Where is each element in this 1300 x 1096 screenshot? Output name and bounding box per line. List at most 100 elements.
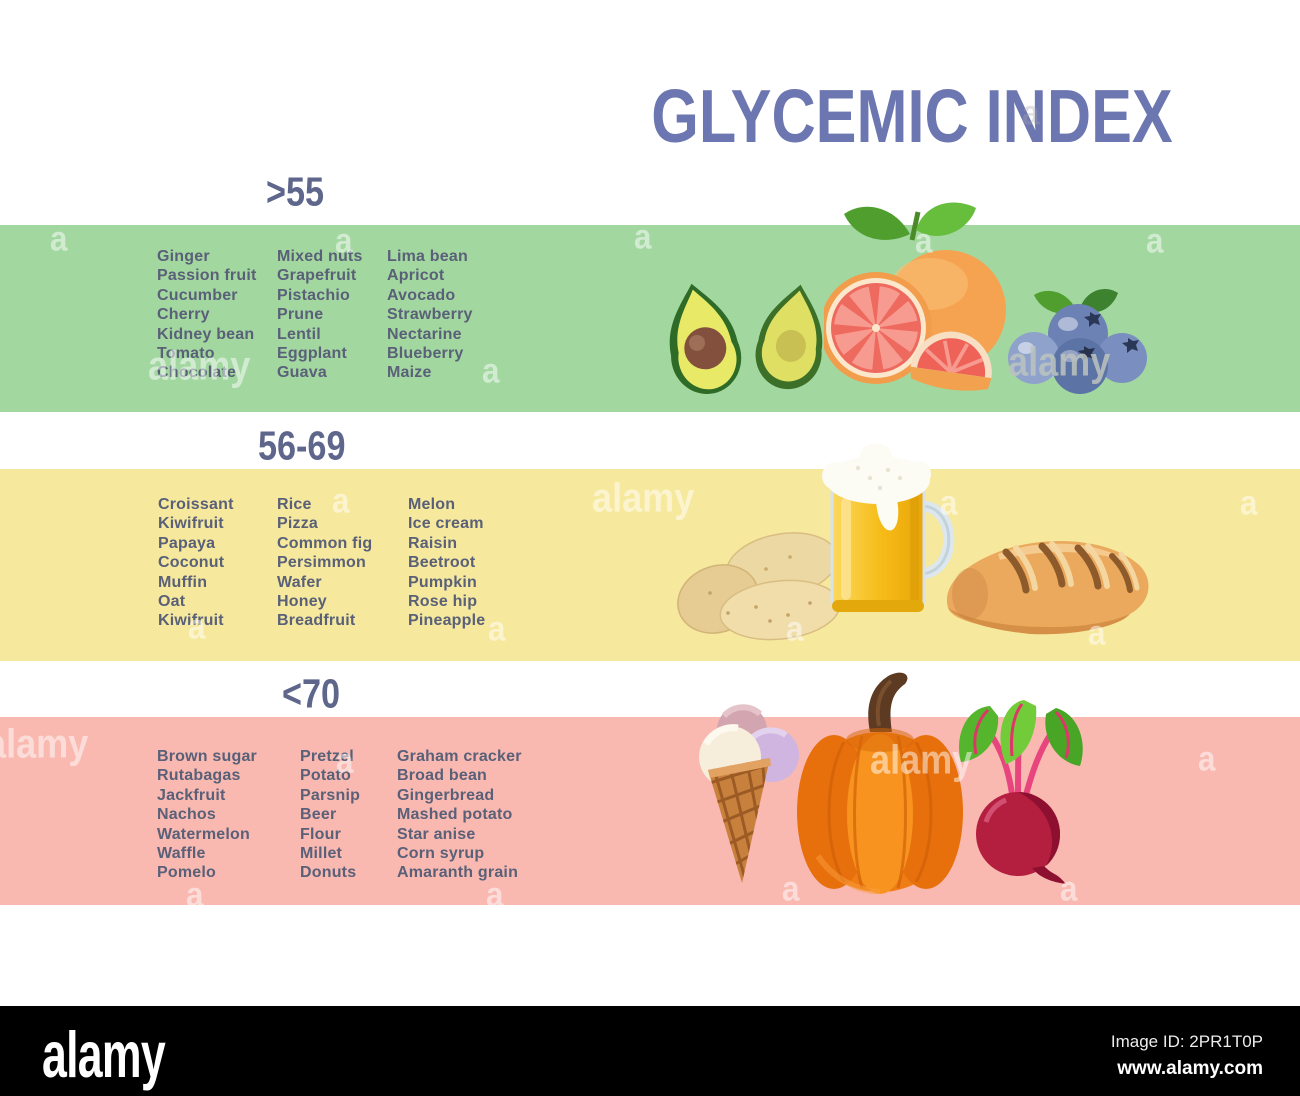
food-item: Potato — [300, 767, 351, 785]
food-item: Wafer — [277, 573, 322, 591]
food-item: Graham cracker — [397, 748, 522, 765]
page-title: GLYCEMIC INDEX — [651, 75, 1173, 159]
potatoes-illustration — [670, 523, 848, 648]
watermark-letter: a — [488, 608, 506, 648]
food-item: Blueberry — [387, 345, 464, 363]
food-item: Mixed nuts — [277, 248, 363, 265]
food-item: Coconut — [158, 554, 225, 572]
watermark-letter: a — [1088, 612, 1106, 652]
food-item: Maize — [387, 364, 432, 382]
food-item: Jackfruit — [157, 786, 226, 804]
bread-loaf-illustration — [940, 514, 1158, 647]
food-item: Beetroot — [408, 554, 476, 572]
food-item: Apricot — [387, 267, 445, 285]
food-item: Passion fruit — [157, 267, 257, 285]
range-label-over-55: >55 — [266, 170, 325, 216]
watermark-letter: a — [1198, 738, 1216, 778]
food-item: Beer — [300, 806, 337, 824]
food-item: Star anise — [397, 825, 476, 843]
food-item: Ginger — [157, 248, 210, 265]
food-column: Brown sugar Rutabagas Jackfruit Nachos Water… — [157, 747, 257, 883]
food-column: Melon Ice cream Raisin Beetroot Pumpkin Rose … — [408, 495, 485, 631]
food-item: Broad bean — [397, 767, 488, 785]
watermark-letter: a — [335, 220, 353, 260]
range-label-56-69: 56-69 — [258, 424, 346, 470]
watermark-letter: a — [1146, 220, 1164, 260]
food-item: Lima bean — [387, 248, 468, 265]
food-item: Tomato — [157, 345, 215, 363]
watermark-word: alamy — [870, 738, 973, 784]
watermark-letter: a — [634, 216, 652, 256]
watermark-letter: a — [1240, 482, 1258, 522]
food-item: Pizza — [277, 515, 319, 533]
food-item: Brown sugar — [157, 748, 257, 765]
food-item: Kiwifruit — [158, 612, 224, 630]
grapefruit-illustration — [820, 198, 1009, 403]
food-item: Lentil — [277, 325, 321, 343]
food-item: Melon — [408, 496, 456, 513]
food-column: Rice Pizza Common fig Persimmon Wafer Honey Br… — [277, 495, 372, 631]
food-item: Waffle — [157, 845, 206, 863]
food-item: Avocado — [387, 286, 456, 304]
food-item: Pineapple — [408, 612, 486, 630]
food-item: Amaranth grain — [397, 864, 519, 882]
food-column: Mixed nuts Grapefruit Pistachio Prune Lentil… — [277, 247, 363, 383]
alamy-url-text: www.alamy.com — [1117, 1058, 1263, 1079]
food-item: Flour — [300, 825, 341, 843]
food-item: Papaya — [158, 534, 216, 552]
food-item: Cherry — [157, 306, 210, 324]
food-item: Donuts — [300, 864, 357, 882]
food-item: Pomelo — [157, 864, 216, 882]
food-item: Pistachio — [277, 286, 350, 304]
food-item: Prune — [277, 306, 324, 324]
food-item: Eggplant — [277, 345, 348, 363]
watermark-word: alamy — [0, 722, 89, 768]
food-item: Breadfruit — [277, 612, 356, 630]
food-column: Pretzel Potato Parsnip Beer Flour Millet Donut… — [300, 747, 360, 883]
food-item: Watermelon — [157, 825, 250, 843]
food-item: Strawberry — [387, 306, 473, 324]
image-id-text: Image ID: 2PR1T0P — [1110, 1032, 1263, 1051]
beetroot-illustration — [952, 696, 1090, 893]
avocado-illustration — [660, 274, 835, 401]
food-item: Chocolate — [157, 364, 237, 382]
watermark-letter: a — [782, 868, 800, 908]
watermark-letter: a — [1060, 868, 1078, 908]
ice-cream-cone-illustration — [694, 702, 804, 891]
food-item: Muffin — [158, 573, 208, 591]
watermark-letter: a — [188, 606, 206, 646]
food-item: Cucumber — [157, 286, 238, 304]
watermark-word: alamy — [592, 476, 695, 522]
food-item: Parsnip — [300, 786, 361, 804]
pumpkin-illustration — [778, 666, 986, 899]
watermark-letter: a — [786, 608, 804, 648]
food-item: Nachos — [157, 806, 216, 824]
food-item: Persimmon — [277, 554, 366, 572]
food-item: Rice — [277, 496, 312, 513]
food-item: Oat — [158, 593, 186, 611]
watermark-letter: a — [1022, 92, 1040, 132]
food-item: Honey — [277, 593, 327, 611]
food-column: Croissant Kiwifruit Papaya Coconut Muffin Oat… — [158, 495, 234, 631]
food-column: Lima bean Apricot Avocado Strawberry Nectari… — [387, 247, 473, 383]
food-item: Corn syrup — [397, 845, 485, 863]
watermark-letter: a — [486, 874, 504, 914]
food-item: Croissant — [158, 496, 234, 513]
food-item: Gingerbread — [397, 786, 495, 804]
food-item: Nectarine — [387, 325, 462, 343]
food-item: Rose hip — [408, 593, 478, 611]
watermark-letter: a — [940, 482, 958, 522]
watermark-letter: a — [332, 480, 350, 520]
watermark-letter: a — [915, 220, 933, 260]
watermark-word: alamy — [1008, 340, 1111, 386]
watermark-letter: a — [482, 350, 500, 390]
food-item: Rutabagas — [157, 767, 241, 785]
food-item: Kiwifruit — [158, 515, 224, 533]
food-item: Ice cream — [408, 515, 484, 533]
watermark-letter: a — [186, 874, 204, 914]
watermark-letter: a — [50, 218, 68, 258]
food-column: Graham cracker Broad bean Gingerbread Mashe… — [397, 747, 522, 883]
blueberries-illustration — [998, 286, 1153, 403]
beer-mug-illustration — [816, 443, 956, 625]
